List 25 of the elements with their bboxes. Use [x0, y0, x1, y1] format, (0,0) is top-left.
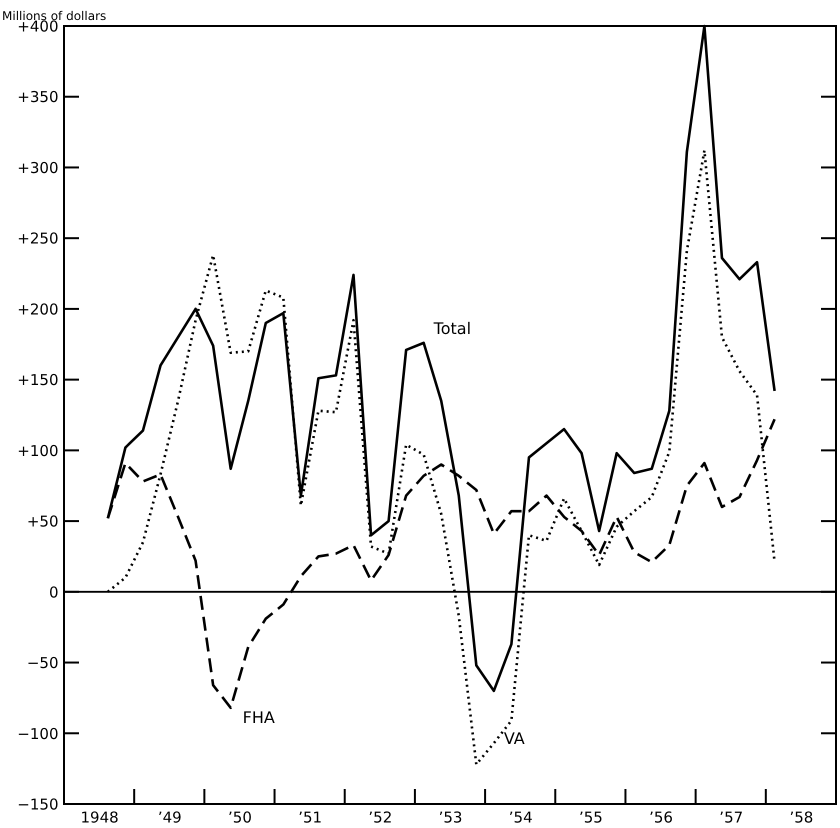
y-tick-label: +300 [17, 158, 58, 177]
series-label: FHA [242, 708, 275, 727]
y-tick-label: −150 [17, 796, 58, 814]
x-tick-label: 1948 [80, 808, 119, 826]
y-tick-label: +100 [17, 442, 58, 460]
y-tick-label: −50 [26, 654, 58, 672]
y-tick-label: +200 [17, 300, 58, 318]
y-tick-label: +50 [26, 512, 58, 531]
x-tick-label: ’53 [438, 808, 462, 826]
x-tick-label: ’56 [649, 808, 673, 826]
y-tick-label: 0 [48, 583, 58, 602]
y-tick-label: +350 [17, 88, 58, 106]
x-tick-label: ’55 [578, 808, 603, 826]
y-tick-label: +250 [17, 230, 58, 248]
x-tick-label: ’50 [228, 808, 252, 826]
y-tick-label: −100 [17, 724, 58, 743]
series-label: Total [432, 318, 472, 338]
x-tick-label: ’58 [789, 808, 814, 826]
x-tick-label: ’54 [508, 808, 533, 826]
x-tick-label: ’49 [158, 808, 182, 826]
x-tick-label: ’57 [719, 808, 744, 826]
y-tick-label: +150 [17, 371, 58, 390]
x-tick-label: ’52 [368, 808, 392, 826]
x-tick-label: ’51 [298, 808, 322, 826]
series-label: VA [504, 729, 525, 748]
